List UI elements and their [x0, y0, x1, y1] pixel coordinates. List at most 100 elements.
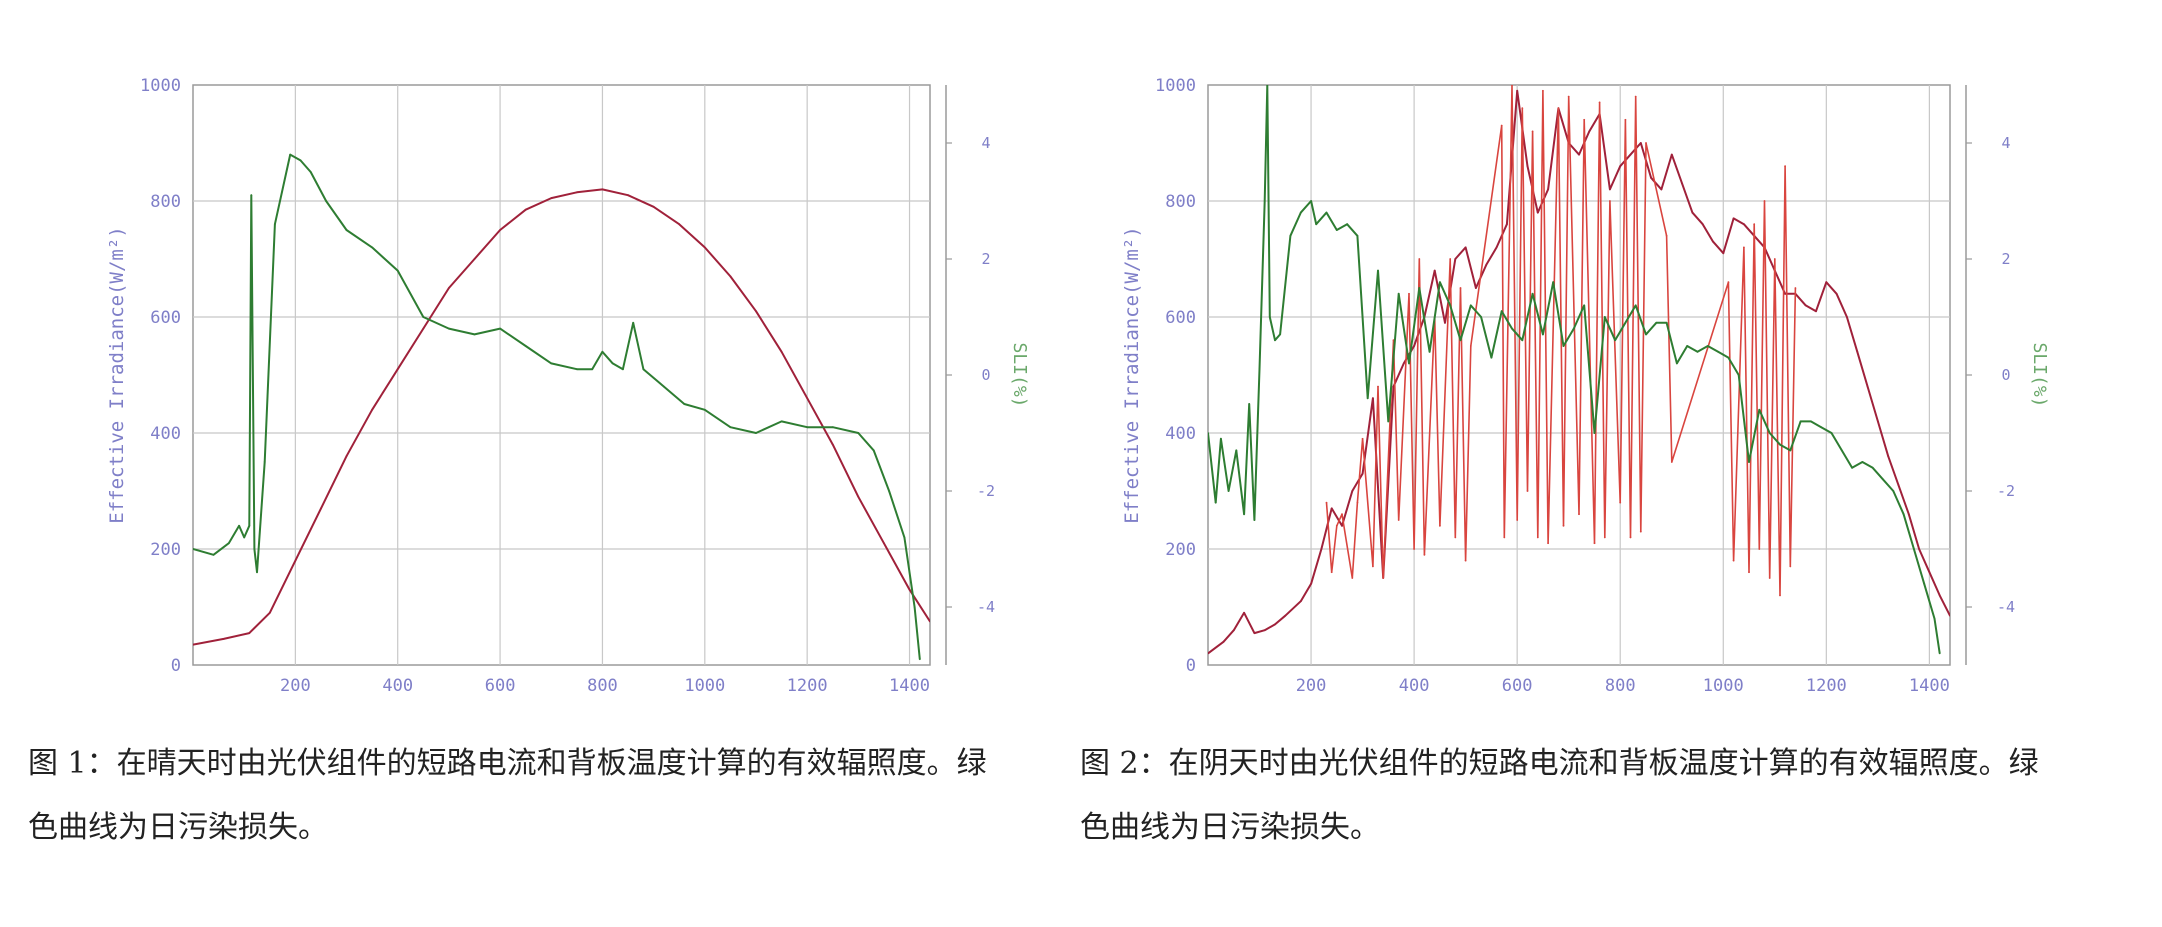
series-irradiance-point — [1232, 629, 1235, 632]
series-irradiance-point — [729, 275, 732, 278]
series-sli-point — [872, 449, 875, 452]
series-sli-point — [1665, 321, 1668, 324]
series-irradiance-point — [1670, 153, 1673, 156]
series-sli-point — [1243, 513, 1245, 516]
series-irradiance-point — [857, 495, 860, 498]
series-sli-point — [1717, 350, 1719, 353]
series-irradiance-point — [1516, 89, 1519, 92]
series-sli-point — [1562, 345, 1565, 347]
series-sli-point — [1387, 420, 1390, 423]
y2-axis-label: SLI(%) — [2029, 342, 2050, 407]
series-irradiance-point — [396, 368, 399, 371]
series-irradiance-point — [1815, 310, 1817, 313]
series-sli-point — [243, 536, 246, 539]
series-irradiance-point — [929, 620, 930, 623]
series-spikes-point — [1670, 461, 1673, 463]
series-sli-point — [1820, 426, 1823, 429]
series-irradiance-point — [473, 258, 476, 260]
series-spikes-point — [1325, 501, 1328, 504]
series-spikes-point — [1578, 513, 1580, 516]
series-spikes-point — [1449, 258, 1452, 260]
y-tick-label: 800 — [1165, 192, 1196, 212]
series-spikes-point — [1557, 107, 1560, 110]
series-sli-point — [1531, 292, 1534, 295]
series-spikes-point — [1562, 524, 1565, 527]
series-spikes-point — [1547, 542, 1549, 545]
series-sli-point — [806, 426, 809, 429]
series-spikes-point — [1418, 258, 1421, 260]
series-sli-point — [755, 432, 757, 434]
series-irradiance-point — [524, 208, 527, 211]
series-irradiance-point — [1299, 600, 1302, 603]
series-sli-point — [1748, 461, 1750, 463]
caption-2-line-1: 图 2：在阴天时由光伏组件的短路电流和背板温度计算的有效辐照度。绿 — [1080, 746, 2039, 781]
x-tick-label: 200 — [1296, 676, 1327, 696]
series-sli-point — [1583, 304, 1586, 307]
series-sli-point — [1235, 449, 1238, 452]
y-tick-label: 200 — [1165, 540, 1196, 560]
series-spikes-point — [1372, 565, 1374, 568]
series-sli-point — [1851, 466, 1853, 469]
series-sli-point — [1220, 437, 1222, 440]
x-tick-label: 1000 — [684, 676, 725, 696]
series-sli-point — [422, 316, 425, 318]
series-spikes-point — [1536, 536, 1539, 539]
y2-tick-label: 2 — [981, 250, 990, 268]
series-irradiance-point — [883, 542, 885, 545]
series-spikes-point — [1341, 513, 1343, 516]
series-irradiance-point — [1712, 240, 1714, 243]
plot-area — [1207, 84, 1951, 666]
series-irradiance-point — [499, 229, 501, 231]
series-irradiance-point — [1784, 292, 1786, 295]
series-sli-point — [918, 658, 921, 661]
series-spikes-point — [1603, 536, 1606, 539]
series-irradiance-point — [1330, 507, 1333, 510]
x-tick-label: 1400 — [1909, 676, 1950, 696]
series-spikes-point — [1624, 118, 1627, 121]
series-sli-point — [1366, 397, 1369, 400]
series-irradiance-point — [1392, 385, 1395, 388]
series-irradiance-point — [1846, 316, 1848, 318]
series-sli-point — [576, 368, 578, 371]
series-spikes-point — [1634, 95, 1637, 98]
y2-tick-label: -4 — [1997, 598, 2015, 616]
series-sli-point — [1490, 356, 1493, 359]
series-sli-point — [1789, 449, 1792, 452]
x-tick-label: 1200 — [787, 676, 828, 696]
series-sli-point — [448, 327, 450, 330]
series-sli-point — [473, 333, 476, 336]
series-irradiance-point — [422, 327, 425, 330]
caption-1-line-2: 色曲线为日污染损失。 — [28, 810, 328, 845]
plot-area — [192, 84, 931, 666]
series-sli-point — [1266, 85, 1269, 86]
series-irradiance-point — [1284, 614, 1287, 617]
series-sli-point — [1603, 316, 1606, 318]
series-irradiance-point — [193, 643, 194, 646]
series-sli-point — [1727, 356, 1730, 359]
series-spikes-point — [1567, 95, 1570, 98]
caption-1-line-1: 图 1：在晴天时由光伏组件的短路电流和背板温度计算的有效辐照度。绿 — [28, 746, 987, 781]
series-irradiance-point — [1536, 211, 1539, 214]
series-irradiance-point — [1547, 188, 1549, 191]
series-sli-point — [1274, 339, 1276, 342]
series-irradiance-point — [1526, 165, 1529, 168]
series-sli-point — [1253, 519, 1256, 521]
figure-1: 200 400 600 800 1000 1200 1400 0 200 400 600 800 100… — [0, 0, 1060, 927]
series-spikes-point — [1619, 501, 1622, 504]
series-sli-point — [1279, 333, 1281, 336]
series-sli-point — [1572, 327, 1575, 330]
series-sli-point — [1408, 362, 1410, 365]
series-irradiance-point — [1907, 513, 1910, 516]
series-sli-point — [1768, 432, 1771, 434]
series-sli-point — [1902, 513, 1905, 516]
series-irradiance-point — [1825, 281, 1828, 284]
series-spikes-point — [1330, 571, 1333, 574]
series-sli-point — [1645, 333, 1647, 336]
series-irradiance-point — [1320, 548, 1323, 550]
series-sli-point — [1335, 229, 1338, 231]
y-tick-label: 600 — [150, 308, 181, 328]
x-tick-label: 800 — [587, 676, 618, 696]
series-irradiance-point — [248, 632, 251, 634]
series-sli-point — [1227, 490, 1230, 492]
series-sli-point — [274, 223, 276, 226]
